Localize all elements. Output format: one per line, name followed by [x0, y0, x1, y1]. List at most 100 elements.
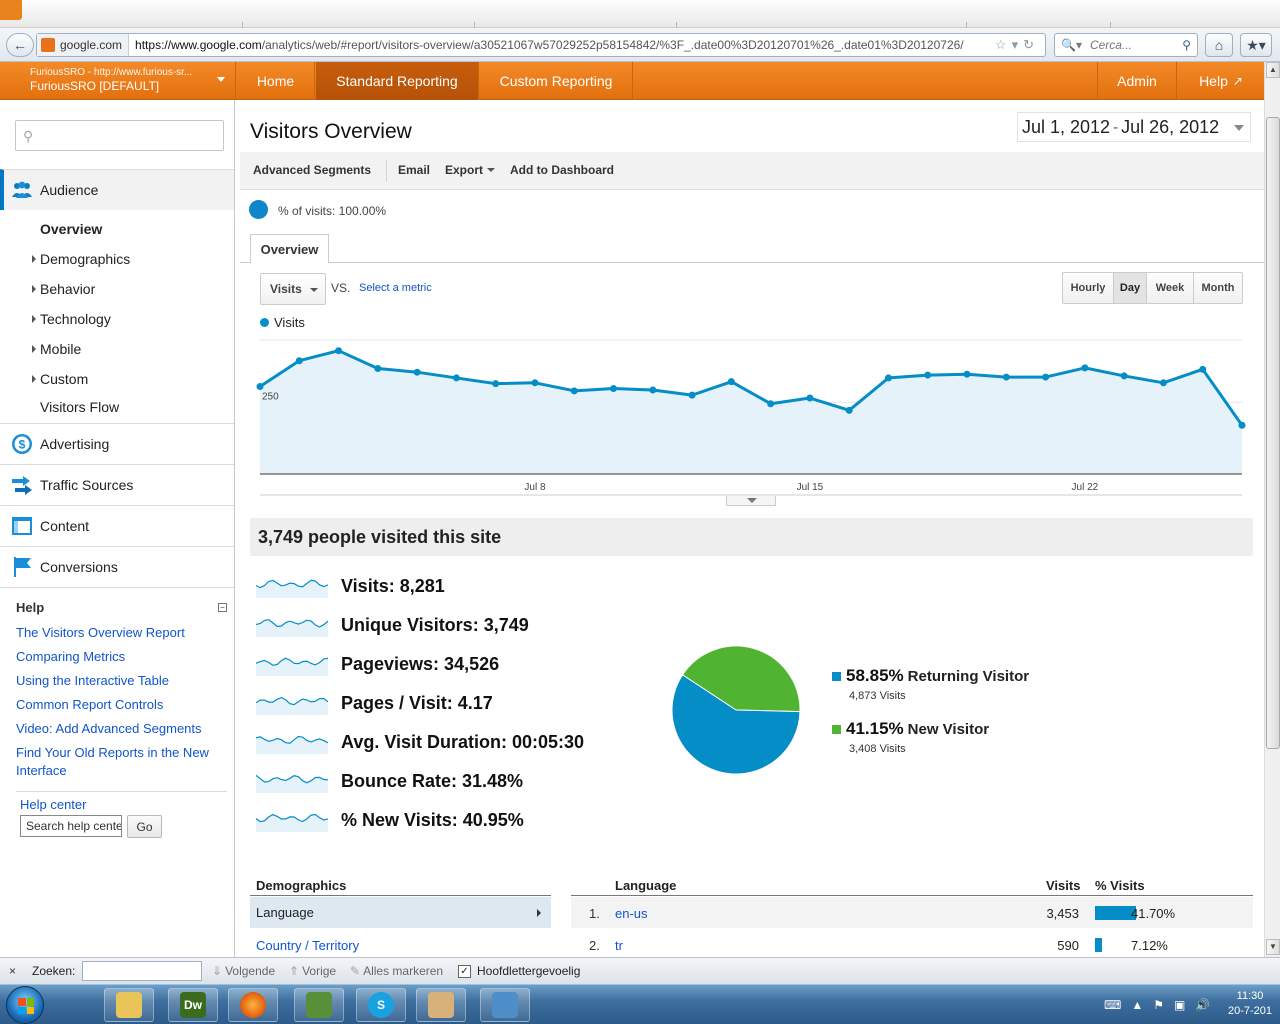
metric-row[interactable]: Bounce Rate: 31.48%	[256, 769, 523, 793]
visits-data-point[interactable]	[767, 400, 775, 408]
start-button[interactable]	[6, 986, 44, 1024]
visits-data-point[interactable]	[1002, 373, 1010, 381]
week-button[interactable]: Week	[1147, 273, 1194, 303]
advanced-segments-button[interactable]: Advanced Segments	[253, 163, 372, 177]
bookmarks-icon[interactable]: ★▾	[1240, 33, 1272, 57]
visits-data-point[interactable]	[1120, 372, 1128, 380]
star-icon[interactable]: ☆	[994, 37, 1012, 52]
taskbar-utility[interactable]	[294, 988, 344, 1022]
sidebar-item-technology[interactable]: Technology	[32, 311, 111, 327]
hourly-button[interactable]: Hourly	[1063, 273, 1114, 303]
close-icon[interactable]: ×	[9, 964, 17, 978]
sidebar-section-advertising[interactable]: $ Advertising	[0, 423, 234, 464]
taskbar-picture-viewer[interactable]	[480, 988, 530, 1022]
month-button[interactable]: Month	[1194, 273, 1242, 303]
visits-data-point[interactable]	[374, 364, 382, 372]
tab-overview[interactable]: Overview	[250, 234, 329, 263]
taskbar-paint[interactable]	[416, 988, 466, 1022]
visits-data-point[interactable]	[335, 347, 343, 355]
find-next-button[interactable]: ⇓ Volgende	[212, 964, 275, 978]
scroll-thumb[interactable]	[1266, 117, 1280, 749]
help-link[interactable]: Common Report Controls	[16, 697, 164, 712]
metric-row[interactable]: Pages / Visit: 4.17	[256, 691, 493, 715]
nav-standard-reporting[interactable]: Standard Reporting	[316, 62, 479, 100]
help-go-button[interactable]: Go	[127, 815, 162, 838]
metric-row[interactable]: Visits: 8,281	[256, 574, 445, 598]
help-center-link[interactable]: Help center	[20, 797, 87, 812]
select-metric-link[interactable]: Select a metric	[359, 282, 432, 294]
firefox-menu-button[interactable]	[0, 0, 22, 20]
demographics-language-item[interactable]: Language	[250, 897, 551, 928]
metric-row[interactable]: Unique Visitors: 3,749	[256, 613, 529, 637]
pie-slice-new-visitor[interactable]	[681, 645, 801, 713]
visits-data-point[interactable]	[806, 394, 814, 402]
browser-search-box[interactable]: 🔍▾ Cerca... ⚲	[1054, 33, 1198, 57]
url-text[interactable]: https://www.google.com/analytics/web/#re…	[129, 38, 974, 52]
visits-data-point[interactable]	[727, 378, 735, 386]
scroll-up-icon[interactable]: ▲	[1266, 62, 1280, 78]
sidebar-item-demographics[interactable]: Demographics	[32, 251, 130, 267]
sidebar-section-audience[interactable]: Audience	[0, 169, 234, 210]
nav-custom-reporting[interactable]: Custom Reporting	[480, 62, 633, 100]
help-link[interactable]: The Visitors Overview Report	[16, 625, 185, 640]
sidebar-section-conversions[interactable]: Conversions	[0, 546, 234, 587]
visits-data-point[interactable]	[256, 383, 264, 391]
sidebar-item-custom[interactable]: Custom	[32, 371, 88, 387]
visits-data-point[interactable]	[1199, 365, 1207, 373]
visits-data-point[interactable]	[413, 368, 421, 376]
visits-data-point[interactable]	[688, 391, 696, 399]
demographics-country-link[interactable]: Country / Territory	[256, 938, 360, 953]
sidebar-item-mobile[interactable]: Mobile	[32, 341, 81, 357]
visits-data-point[interactable]	[295, 357, 303, 365]
page-scrollbar[interactable]: ▲ ▼	[1264, 62, 1280, 957]
language-link[interactable]: tr	[615, 938, 623, 953]
help-link[interactable]: Comparing Metrics	[16, 649, 126, 664]
visits-line-chart[interactable]: 500 250 Jul 8 Jul 15 Jul 22	[236, 330, 1264, 510]
visitor-type-pie-chart[interactable]	[670, 644, 802, 776]
home-icon[interactable]: ⌂	[1205, 33, 1233, 57]
sidebar-section-content[interactable]: Content	[0, 505, 234, 546]
visits-data-point[interactable]	[1042, 373, 1050, 381]
visits-data-point[interactable]	[1081, 364, 1089, 372]
scroll-down-icon[interactable]: ▼	[1266, 939, 1280, 955]
add-to-dashboard-button[interactable]: Add to Dashboard	[510, 163, 614, 177]
nav-help[interactable]: Help ↗	[1178, 62, 1264, 100]
pie-slice-returning-visitor[interactable]	[671, 674, 801, 775]
sidebar-item-behavior[interactable]: Behavior	[32, 281, 95, 297]
visits-data-point[interactable]	[531, 379, 539, 387]
visits-data-point[interactable]	[924, 371, 932, 379]
site-identity[interactable]: google.com	[37, 34, 130, 56]
help-link[interactable]: Find Your Old Reports in the New Interfa…	[16, 745, 209, 778]
metric-select[interactable]: Visits	[260, 273, 326, 305]
sidebar-item-visitors-flow[interactable]: Visitors Flow	[40, 399, 119, 415]
visits-data-point[interactable]	[492, 380, 500, 388]
visits-data-point[interactable]	[884, 374, 892, 382]
visits-data-point[interactable]	[1159, 379, 1167, 387]
find-previous-button[interactable]: ⇑ Vorige	[289, 964, 336, 978]
language-link[interactable]: en-us	[615, 906, 648, 921]
sidebar-item-overview[interactable]: Overview	[40, 221, 102, 237]
day-button[interactable]: Day	[1114, 273, 1147, 303]
chart-resize-handle[interactable]	[726, 496, 776, 506]
help-link[interactable]: Using the Interactive Table	[16, 673, 169, 688]
date-range-selector[interactable]: Jul 1, 2012 - Jul 26, 2012	[1017, 112, 1251, 142]
taskbar-firefox[interactable]	[228, 988, 278, 1022]
visits-data-point[interactable]	[610, 385, 618, 393]
help-link[interactable]: Video: Add Advanced Segments	[16, 721, 202, 736]
account-selector[interactable]: FuriousSRO - http://www.furious-sr... Fu…	[0, 62, 236, 100]
show-hidden-icons-icon[interactable]: ▲	[1131, 998, 1144, 1012]
search-go-icon[interactable]: ⚲	[1182, 38, 1191, 52]
sidebar-section-traffic-sources[interactable]: Traffic Sources	[0, 464, 234, 505]
dropdown-icon[interactable]: ▾	[1011, 37, 1024, 52]
action-center-flag-icon[interactable]: ⚑	[1153, 998, 1164, 1012]
visits-data-point[interactable]	[845, 406, 853, 414]
taskbar-explorer[interactable]	[104, 988, 154, 1022]
keyboard-icon[interactable]: ⌨	[1104, 998, 1122, 1012]
network-icon[interactable]: ▣	[1173, 998, 1186, 1012]
volume-icon[interactable]: 🔊	[1195, 998, 1211, 1012]
match-case-checkbox[interactable]: ✓	[458, 965, 471, 978]
taskbar-clock[interactable]: 11:30 20-7-201	[1226, 989, 1274, 1019]
highlight-all-button[interactable]: ✎ Alles markeren	[350, 964, 443, 978]
nav-home[interactable]: Home	[237, 62, 315, 100]
find-input[interactable]	[82, 961, 202, 981]
